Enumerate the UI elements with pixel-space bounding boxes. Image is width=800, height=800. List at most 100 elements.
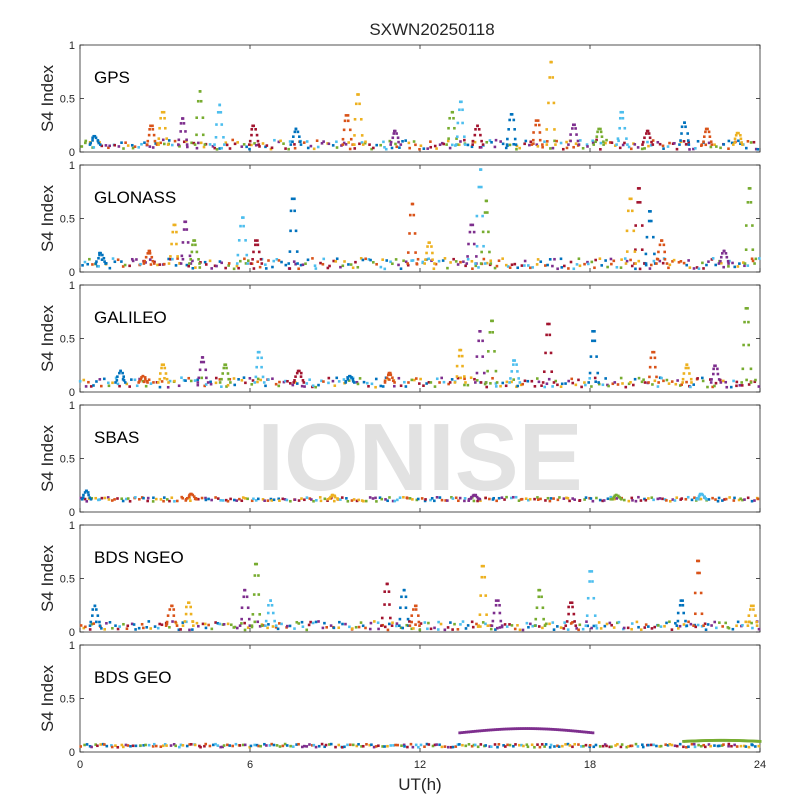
data-point [685, 380, 688, 384]
spike-point [358, 102, 361, 106]
spike-point [260, 262, 264, 265]
data-point [509, 496, 513, 500]
spike-point [201, 116, 205, 120]
spike-point [687, 366, 690, 370]
spike-point [714, 364, 717, 368]
data-point [750, 499, 754, 503]
spike-point [452, 116, 455, 120]
data-point [108, 144, 112, 148]
data-point [498, 626, 502, 629]
data-point [154, 142, 158, 145]
spike-point [431, 251, 434, 255]
data-point [603, 624, 607, 628]
data-point [158, 622, 162, 626]
data-point [588, 377, 592, 380]
data-point [397, 376, 401, 380]
spike-point [621, 110, 624, 114]
spike-point [571, 127, 574, 130]
spike-point [571, 123, 575, 127]
data-point [159, 498, 163, 501]
data-point [603, 743, 607, 746]
spike-point [625, 229, 629, 233]
y-tick-label: 0.5 [60, 694, 75, 706]
data-point [256, 497, 260, 501]
spike-point [359, 117, 363, 121]
data-point [159, 141, 162, 145]
spike-point [619, 110, 623, 114]
data-point [120, 497, 124, 501]
data-point [80, 145, 84, 148]
spike-point [480, 564, 484, 568]
data-point [84, 141, 87, 145]
data-point [617, 620, 621, 624]
spike-point [178, 262, 181, 265]
spike-point [739, 133, 742, 137]
data-point [139, 262, 142, 266]
spike-point [697, 559, 701, 563]
data-point [277, 384, 281, 388]
data-point [173, 500, 176, 503]
spike-point [182, 228, 186, 231]
data-point [320, 141, 324, 145]
data-point [719, 146, 722, 150]
data-point [207, 497, 210, 501]
spike-point [573, 620, 576, 623]
spike-point [550, 370, 554, 374]
spike-point [158, 377, 162, 381]
spike-point [326, 497, 330, 501]
data-point [154, 497, 158, 501]
data-point [447, 382, 450, 386]
spike-point [256, 356, 260, 360]
spike-point [655, 262, 658, 265]
data-point [295, 382, 299, 385]
spike-point [189, 258, 193, 261]
spike-point [482, 564, 485, 568]
spike-point [164, 372, 168, 375]
data-point [295, 743, 298, 746]
spike-point [407, 624, 410, 627]
spike-point [191, 493, 195, 497]
spike-point [240, 617, 243, 621]
data-point [270, 499, 274, 502]
data-point [238, 497, 241, 501]
spike-point [592, 596, 596, 600]
data-point [607, 384, 610, 388]
data-point [677, 627, 680, 630]
data-point [208, 143, 212, 146]
spike-point [712, 372, 715, 376]
figure-title: SXWN20250118 [369, 20, 494, 39]
data-point [527, 625, 530, 629]
spike-point [636, 187, 640, 190]
data-point [663, 498, 667, 501]
data-point [191, 259, 194, 263]
data-point [694, 625, 698, 629]
arc-point [496, 728, 499, 731]
data-point [666, 743, 670, 747]
spike-point [492, 611, 496, 615]
data-point [727, 626, 731, 630]
spike-point [354, 102, 358, 106]
data-point [634, 742, 638, 746]
data-point [496, 745, 499, 749]
data-point [456, 263, 460, 266]
data-point [246, 626, 250, 629]
data-point [130, 622, 134, 626]
data-point [308, 497, 312, 500]
spike-point [172, 223, 176, 227]
data-point [385, 259, 389, 262]
spike-point [98, 253, 101, 257]
data-point [227, 264, 230, 267]
data-point [440, 745, 444, 749]
data-point [505, 495, 508, 499]
data-point [630, 496, 634, 500]
spike-point [685, 624, 689, 627]
spike-point [302, 381, 306, 384]
data-point [403, 380, 406, 384]
data-point [107, 498, 111, 501]
data-point [630, 264, 634, 268]
data-point [103, 496, 107, 500]
x-tick-label: 0 [77, 759, 83, 771]
spike-point [549, 351, 553, 355]
data-point [118, 625, 121, 628]
